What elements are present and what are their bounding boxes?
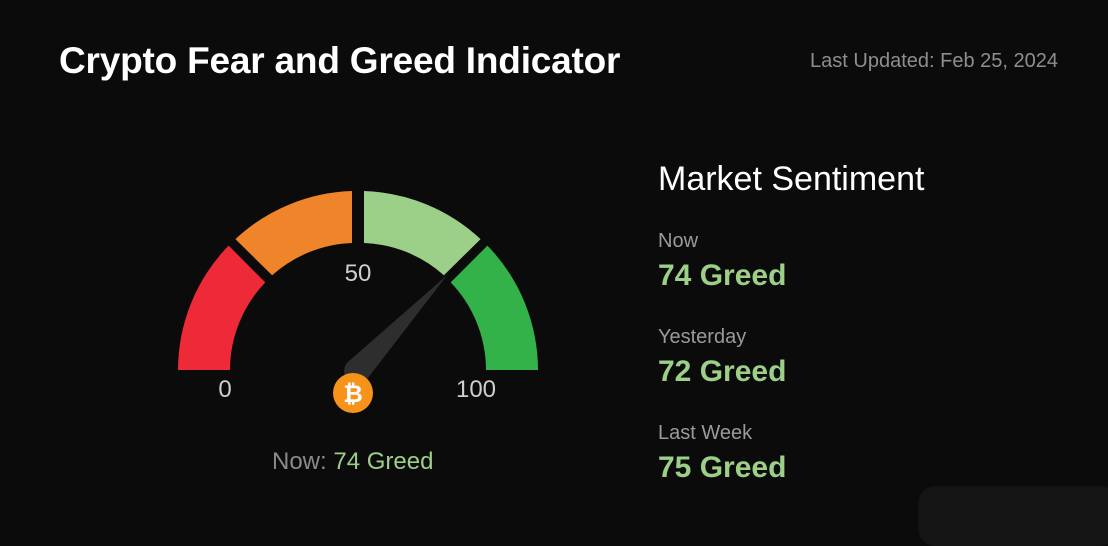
gauge-label-min: 0 [218, 376, 231, 403]
gauge-now-label: Now: [272, 448, 327, 475]
sentiment-label: Now [658, 230, 699, 252]
sentiment-value: 72 Greed [658, 355, 787, 388]
bitcoin-icon [333, 373, 373, 413]
gauge-segment-greed [364, 191, 481, 276]
sentiment-item-now: Now 74 Greed [658, 230, 786, 293]
sentiment-item-last-week: Last Week 75 Greed [658, 422, 786, 485]
market-sentiment-title: Market Sentiment [658, 160, 925, 198]
page-title: Crypto Fear and Greed Indicator [59, 40, 621, 81]
gauge-label-max: 100 [456, 376, 496, 403]
sentiment-value: 74 Greed [658, 259, 787, 292]
gauge-segment-extreme-fear [178, 245, 266, 370]
market-sentiment-panel: Market Sentiment Now 74 Greed Yesterday … [658, 160, 925, 484]
fear-greed-gauge: ₿ 0 50 100 [178, 191, 538, 413]
sentiment-label: Yesterday [658, 326, 747, 348]
corner-panel [918, 486, 1108, 546]
gauge-now-readout: Now: 74 Greed [272, 448, 433, 476]
last-updated-text: Last Updated: Feb 25, 2024 [810, 50, 1058, 72]
sentiment-value: 75 Greed [658, 451, 787, 484]
gauge-needle [344, 275, 447, 384]
gauge-label-mid: 50 [345, 260, 372, 287]
bitcoin-symbol: ₿ [343, 381, 363, 408]
gauge-segment-fear [235, 191, 352, 276]
sentiment-label: Last Week [658, 422, 753, 444]
sentiment-item-yesterday: Yesterday 72 Greed [658, 326, 786, 389]
gauge-now-value: 74 Greed [333, 448, 434, 475]
gauge-segment-extreme-greed [450, 245, 538, 370]
